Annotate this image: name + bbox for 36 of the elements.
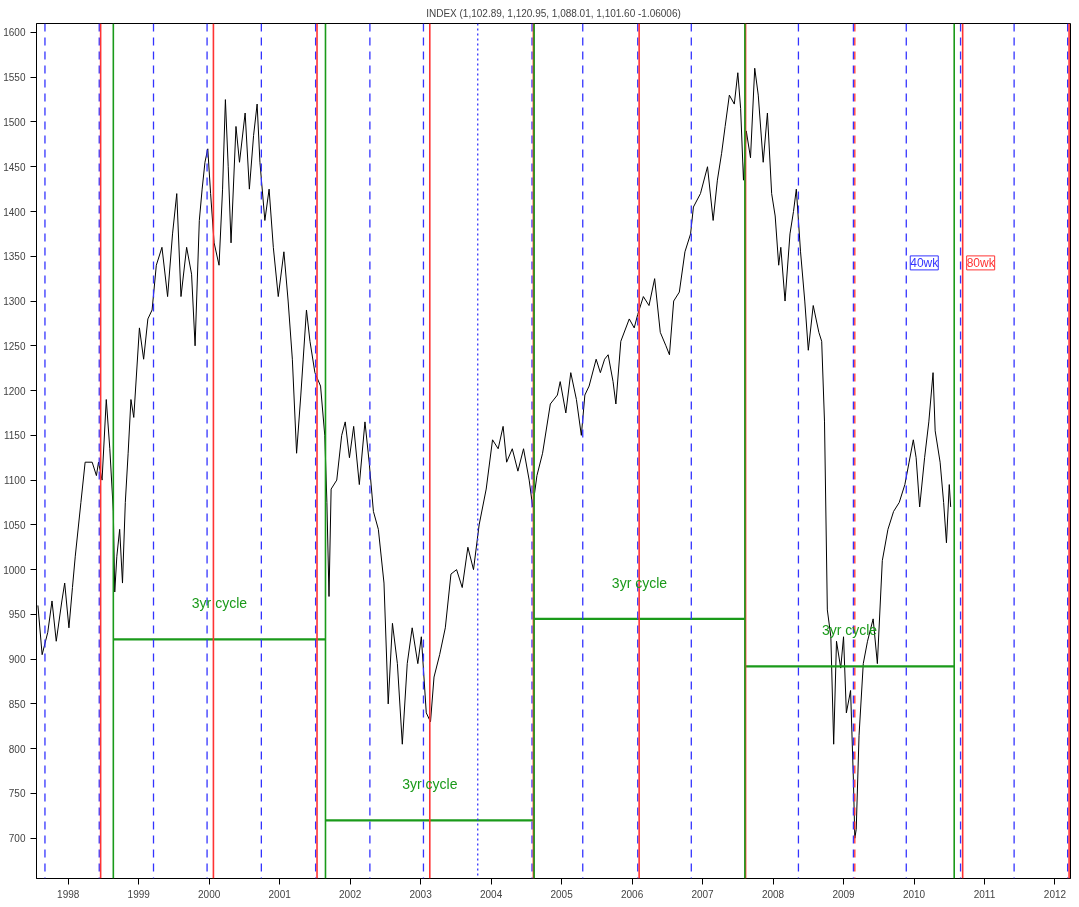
x-tick-label: 1999 — [127, 888, 151, 900]
y-tick-label: 1250 — [3, 340, 26, 352]
y-tick-label: 900 — [8, 654, 26, 666]
x-tick-label: 2007 — [691, 888, 715, 900]
x-tick-label: 2012 — [1043, 888, 1067, 900]
series-label: 3yr cycle — [191, 595, 248, 612]
x-tick-label: 2010 — [902, 888, 926, 900]
y-tick-label: 1550 — [3, 72, 26, 84]
x-tick-label: 2004 — [480, 888, 503, 900]
chart-title: INDEX (1,102.89, 1,120.95, 1,088.01, 1,101.60 -1.06006) — [426, 7, 681, 19]
x-tick-label: 2008 — [761, 888, 785, 900]
x-tick-label: 2000 — [198, 888, 221, 900]
y-tick-label: 1400 — [3, 206, 26, 218]
y-tick-label: 1500 — [3, 116, 26, 128]
y-tick-label: 950 — [8, 609, 26, 621]
y-tick-label: 1150 — [4, 430, 26, 442]
x-tick-label: 2006 — [620, 888, 644, 900]
y-tick-label: 850 — [8, 698, 26, 710]
x-tick-label: 2011 — [973, 888, 996, 900]
x-tick-label: 2002 — [339, 888, 362, 900]
y-tick-label: 1050 — [3, 519, 26, 531]
x-tick-label: 2003 — [409, 888, 433, 900]
y-tick-label: 700 — [8, 833, 26, 845]
y-tick-label: 1300 — [3, 296, 26, 308]
x-tick-label: 2005 — [550, 888, 574, 900]
y-tick-label: 800 — [8, 743, 26, 755]
x-tick-label: 2009 — [832, 888, 856, 900]
x-tick-label: 1998 — [57, 888, 80, 900]
x-tick-label: 2001 — [268, 888, 292, 900]
y-tick-label: 1000 — [3, 564, 26, 576]
y-tick-label: 1600 — [3, 27, 26, 39]
y-tick-label: 750 — [8, 788, 26, 800]
y-tick-label: 1200 — [3, 385, 26, 397]
y-tick-label: 1100 — [4, 475, 26, 487]
y-tick-label: 1450 — [3, 161, 26, 173]
y-tick-label: 1350 — [3, 251, 26, 263]
